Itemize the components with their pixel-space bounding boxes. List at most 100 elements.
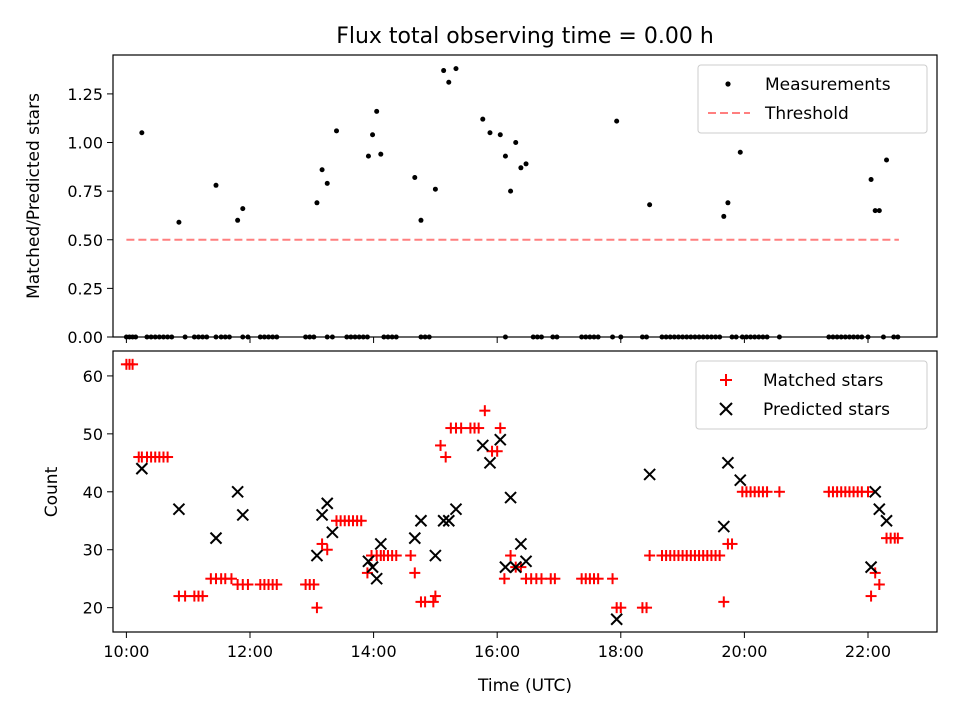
bottom-plot-area bbox=[120, 358, 904, 626]
matched-star-point bbox=[718, 596, 730, 608]
matched-star-point bbox=[862, 486, 874, 498]
predicted-star-point bbox=[209, 531, 223, 545]
measurement-point bbox=[508, 188, 514, 194]
y-tick-label: 0.75 bbox=[67, 182, 103, 201]
matched-star-point bbox=[127, 358, 139, 370]
measurement-point bbox=[213, 182, 219, 188]
measurement-point bbox=[365, 153, 371, 159]
measurement-point bbox=[502, 153, 508, 159]
top-legend: Measurements Threshold bbox=[697, 64, 928, 134]
matched-star-point bbox=[641, 602, 653, 614]
x-tick-label: 16:00 bbox=[474, 642, 520, 661]
y-tick-label: 50 bbox=[83, 425, 103, 444]
measurement-point bbox=[441, 68, 447, 74]
predicted-star-point bbox=[864, 560, 878, 574]
matched-star-point bbox=[714, 550, 726, 562]
measurement-point bbox=[324, 180, 330, 186]
y-tick-label: 40 bbox=[83, 483, 103, 502]
top-x-ticks bbox=[125, 337, 869, 343]
measurement-point bbox=[868, 176, 874, 182]
matched-star-point bbox=[162, 451, 174, 463]
predicted-star-point bbox=[315, 508, 329, 522]
predicted-star-point bbox=[326, 526, 339, 539]
x-tick-label: 10:00 bbox=[103, 642, 149, 661]
measurement-point bbox=[876, 208, 882, 214]
matched-star-point bbox=[197, 590, 209, 602]
matched-star-point bbox=[308, 578, 320, 590]
matched-star-point bbox=[435, 439, 447, 451]
matched-star-point bbox=[409, 567, 421, 579]
x-tick-label: 18:00 bbox=[598, 642, 644, 661]
measurement-point bbox=[370, 132, 376, 138]
predicted-star-point bbox=[408, 531, 421, 545]
matched-star-point bbox=[607, 573, 619, 585]
measurement-point bbox=[240, 206, 246, 212]
top-y-axis-label: Matched/Predicted stars bbox=[24, 93, 44, 299]
matched-star-point bbox=[773, 486, 785, 498]
measurement-point bbox=[497, 132, 503, 138]
matched-star-point bbox=[505, 550, 517, 562]
measurement-point bbox=[139, 130, 145, 136]
matched-star-point bbox=[429, 590, 441, 602]
measurement-point bbox=[513, 140, 519, 146]
predicted-star-point bbox=[880, 514, 893, 527]
measurement-point bbox=[418, 217, 424, 223]
matched-star-point bbox=[225, 573, 237, 585]
measurement-point bbox=[319, 167, 325, 173]
predicted-star-point bbox=[610, 613, 623, 626]
measurement-point bbox=[614, 118, 620, 124]
predicted-star-point bbox=[509, 560, 522, 574]
predicted-star-point bbox=[442, 514, 455, 527]
predicted-star-point bbox=[643, 468, 656, 481]
measurement-point bbox=[721, 213, 727, 219]
measurement-point bbox=[374, 108, 380, 114]
measurement-point bbox=[518, 165, 524, 171]
measurement-point bbox=[453, 66, 459, 72]
matched-star-point bbox=[644, 550, 656, 562]
measurements-legend-marker bbox=[725, 81, 731, 87]
predicted-star-point bbox=[499, 560, 512, 574]
bottom-axes: 10:00 12:00 14:00 16:00 18:00 20:00 22:00 20 30… bbox=[42, 350, 938, 696]
bottom-legend-box bbox=[695, 360, 928, 430]
measurement-point bbox=[446, 79, 452, 85]
y-tick-label: 20 bbox=[83, 599, 103, 618]
predicted-star-point bbox=[437, 514, 450, 527]
x-tick-label: 14:00 bbox=[351, 642, 397, 661]
bottom-legend: Matched stars Predicted stars bbox=[695, 360, 928, 430]
matched-star-point bbox=[440, 451, 452, 463]
matched-star-point bbox=[427, 596, 439, 608]
predicted-star-point bbox=[519, 555, 533, 568]
matched-star-point bbox=[865, 590, 877, 602]
predicted-star-point bbox=[721, 456, 735, 470]
predicted-star-point bbox=[370, 572, 383, 585]
measurement-point bbox=[523, 161, 529, 167]
matched-star-point bbox=[549, 573, 561, 585]
predicted-star-point bbox=[321, 497, 334, 510]
top-axes: 0.00 0.25 0.50 0.75 1.00 1.25 Matched/Predict… bbox=[24, 54, 938, 347]
predicted-star-point bbox=[476, 439, 489, 452]
legend-matched-label: Matched stars bbox=[763, 371, 883, 391]
predicted-star-point bbox=[483, 456, 497, 470]
matched-star-point bbox=[179, 590, 191, 602]
measurement-point bbox=[487, 130, 493, 136]
top-legend-box bbox=[697, 64, 928, 134]
predicted-star-point bbox=[494, 433, 507, 446]
bottom-x-ticks: 10:00 12:00 14:00 16:00 18:00 20:00 22:00 bbox=[103, 632, 891, 661]
matched-star-point bbox=[892, 532, 904, 544]
measurement-point bbox=[647, 202, 653, 208]
predicted-star-point bbox=[414, 514, 428, 527]
y-tick-label: 0.25 bbox=[67, 279, 103, 298]
predicted-star-point bbox=[366, 560, 379, 574]
predicted-star-point bbox=[717, 520, 730, 533]
matched-star-point bbox=[390, 550, 402, 562]
matched-star-point bbox=[473, 422, 485, 434]
matched-star-point bbox=[455, 422, 467, 434]
y-tick-label: 0.00 bbox=[67, 328, 103, 347]
x-tick-label: 22:00 bbox=[845, 642, 891, 661]
y-tick-label: 1.25 bbox=[67, 85, 103, 104]
matched-star-point bbox=[726, 538, 738, 550]
matched-star-point bbox=[592, 573, 604, 585]
y-tick-label: 1.00 bbox=[67, 134, 103, 153]
predicted-star-point bbox=[734, 473, 747, 487]
measurement-point bbox=[378, 151, 384, 157]
